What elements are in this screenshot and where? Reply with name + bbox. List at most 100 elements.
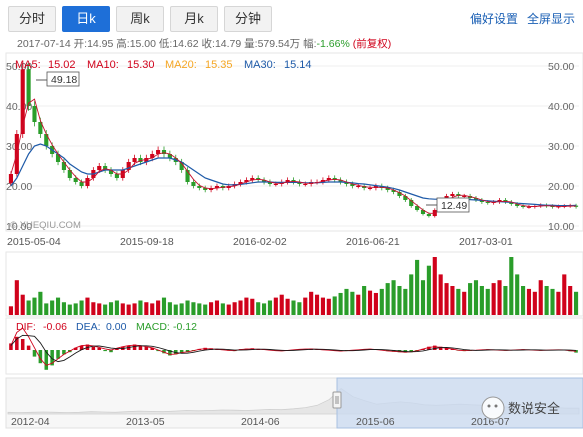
min-price-label: 12.49 <box>441 200 467 212</box>
volume-bar <box>450 286 455 315</box>
candle-body <box>191 182 196 186</box>
nav-tick-3: 2015-06 <box>356 416 395 428</box>
tab-timeshare[interactable]: 分时 <box>8 6 56 32</box>
macd-bar <box>433 345 437 350</box>
candle-body <box>356 186 361 187</box>
price-tick-right: 20.00 <box>548 181 574 193</box>
volume-bar <box>55 297 61 315</box>
volume-bar <box>497 280 502 315</box>
volume-bar <box>114 300 119 315</box>
volume-panel-frame <box>5 251 583 317</box>
volume-bar <box>309 291 314 315</box>
tab-minute[interactable]: 分钟 <box>224 6 272 32</box>
candle-body <box>426 214 431 217</box>
volume-bar <box>373 292 378 315</box>
tab-daily-k[interactable]: 日k <box>62 6 110 32</box>
volume-bar <box>326 298 331 315</box>
volume-bar <box>297 302 302 315</box>
price-panel-frame <box>5 52 583 232</box>
volume-bar <box>173 304 178 315</box>
candle-body <box>203 188 208 190</box>
candle-body <box>303 184 308 185</box>
volume-bar <box>515 274 520 315</box>
max-price-label: 49.18 <box>51 74 77 86</box>
candle-body <box>338 180 343 182</box>
volume-bar <box>432 257 437 315</box>
volume-bar <box>203 304 208 315</box>
macd-bar <box>409 350 413 353</box>
candle-body <box>273 184 278 185</box>
candle-body <box>403 196 408 200</box>
macd-bar <box>26 345 31 350</box>
volume-bar <box>385 283 390 315</box>
date-tick-1: 2015-09-18 <box>120 236 174 248</box>
macd-bar <box>103 350 107 352</box>
candle-body <box>262 180 267 182</box>
price-tick-right: 40.00 <box>548 101 574 113</box>
dea-label: DEA: <box>76 321 101 333</box>
fullscreen-link[interactable]: 全屏显示 <box>527 12 576 26</box>
volume-bar <box>85 297 90 315</box>
volume-bar <box>91 302 96 315</box>
macd-bar <box>438 346 443 350</box>
volume-bar <box>367 290 373 315</box>
volume-bar <box>132 303 137 315</box>
volume-bar <box>485 288 490 315</box>
volume-bars <box>8 257 579 315</box>
min-price-marker: 12.49 <box>426 197 470 213</box>
macd-bar <box>15 336 19 350</box>
volume-bar <box>262 303 267 315</box>
candlesticks <box>8 63 579 218</box>
ma20-label: MA20: <box>165 59 197 71</box>
candle-body <box>409 200 414 206</box>
candle-body <box>521 206 526 207</box>
candle-body <box>150 154 155 158</box>
macd-bar <box>97 347 102 350</box>
macd-bar <box>20 339 25 350</box>
candle-body <box>526 206 532 208</box>
volume-bar <box>150 303 155 315</box>
high-label: 高: <box>116 38 130 50</box>
price-tick-left: 30.00 <box>6 141 32 153</box>
candle-body <box>497 200 502 202</box>
brand-watermark: 数说安全 <box>481 396 560 420</box>
volume-bar <box>503 286 508 315</box>
macd-bar <box>115 348 119 350</box>
candle-body <box>179 162 184 170</box>
macd-bar <box>109 350 113 353</box>
navigator-left-handle[interactable] <box>332 391 342 409</box>
tab-weekly-k[interactable]: 周k <box>116 6 164 32</box>
volume-bar <box>444 283 449 315</box>
volume-bar <box>303 297 308 315</box>
macd-bar <box>150 347 154 350</box>
candle-body <box>350 184 355 186</box>
volume-bar <box>226 304 231 315</box>
volume-bar <box>468 283 473 315</box>
ma10-label: MA10: <box>87 59 119 71</box>
candle-body <box>20 69 25 134</box>
volume-bar <box>462 291 467 315</box>
forward-adjusted-toggle[interactable]: (前复权) <box>352 38 392 50</box>
candle-body <box>97 166 102 170</box>
volume-bar <box>350 291 355 315</box>
volume-bar <box>256 302 261 315</box>
volume-bar <box>291 300 296 315</box>
volume-bar <box>491 283 496 315</box>
candle-body <box>144 158 149 162</box>
candle-body <box>473 198 479 200</box>
volume-bar <box>50 300 55 315</box>
candle-body <box>32 106 37 122</box>
candle-body <box>385 188 390 190</box>
macd-bar <box>162 350 166 354</box>
preferences-link[interactable]: 偏好设置 <box>470 12 519 26</box>
candle-body <box>238 182 243 184</box>
price-tick-left: 40.00 <box>6 101 32 113</box>
volume-bar <box>273 297 278 315</box>
tab-monthly-k[interactable]: 月k <box>170 6 218 32</box>
open-value: 14.95 <box>87 38 114 50</box>
candle-body <box>420 210 426 214</box>
navigator-selection[interactable] <box>336 377 583 429</box>
macd-bar <box>73 347 78 350</box>
